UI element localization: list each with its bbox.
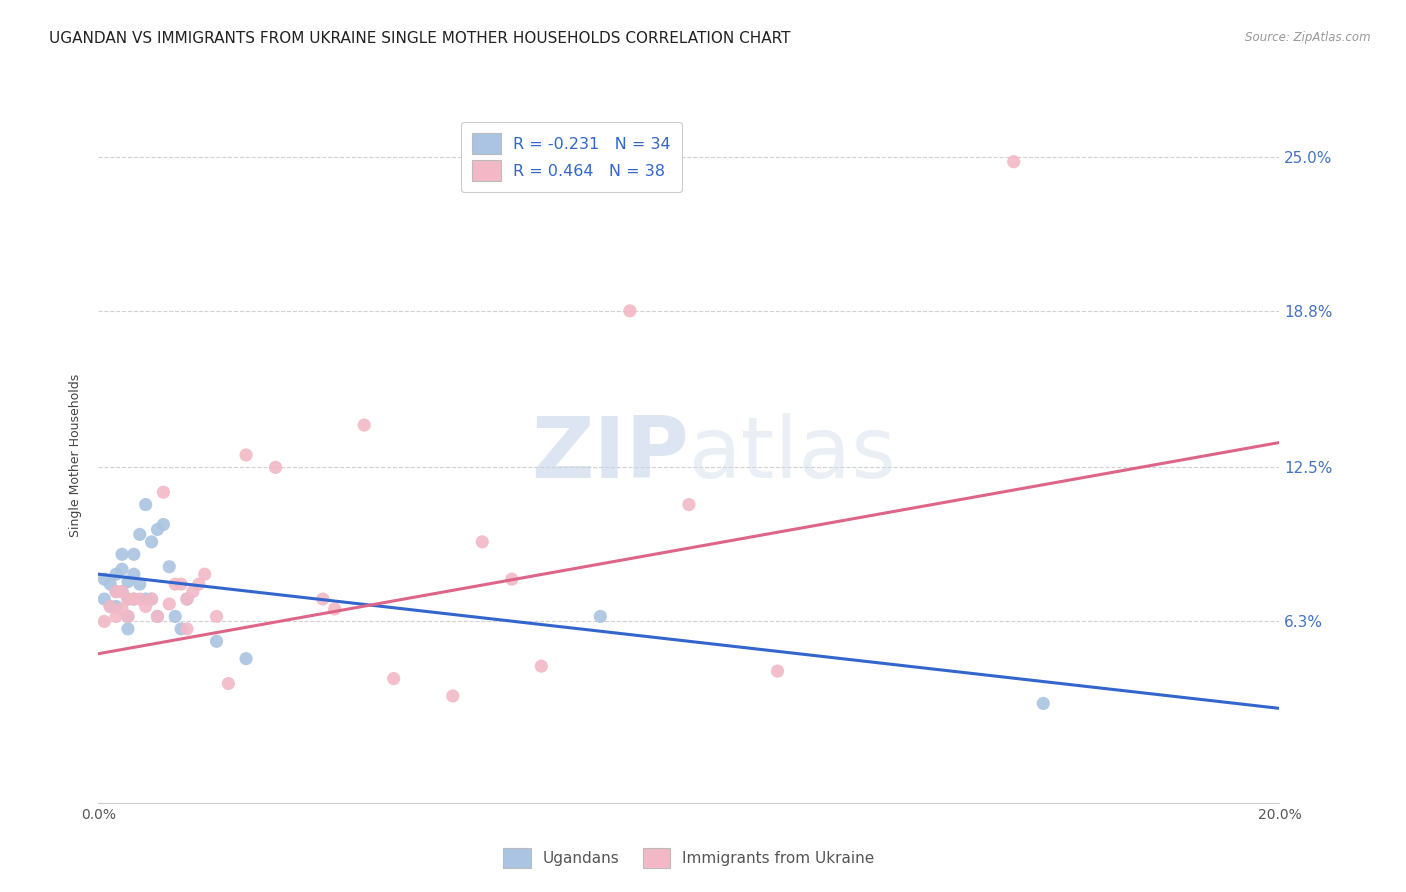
Point [152, 485, 174, 500]
Point [117, 622, 139, 636]
Point [105, 609, 128, 624]
Point [117, 609, 139, 624]
Point [165, 577, 187, 591]
Point [353, 418, 375, 433]
Point [105, 584, 128, 599]
Point [187, 577, 209, 591]
Point [441, 689, 464, 703]
Point [122, 592, 145, 607]
Point [141, 534, 163, 549]
Point [141, 592, 163, 607]
Point [135, 599, 157, 614]
Point [111, 547, 134, 561]
Point [98, 599, 121, 614]
Point [122, 567, 145, 582]
Text: atlas: atlas [689, 413, 897, 497]
Point [323, 602, 346, 616]
Point [312, 592, 335, 607]
Point [471, 534, 494, 549]
Point [205, 609, 228, 624]
Point [105, 599, 128, 614]
Point [111, 562, 134, 576]
Point [1032, 697, 1054, 711]
Point [170, 622, 193, 636]
Point [157, 559, 180, 574]
Point [122, 592, 145, 607]
Point [217, 676, 239, 690]
Point [152, 517, 174, 532]
Point [146, 523, 169, 537]
Point [93, 572, 115, 586]
Point [530, 659, 553, 673]
Point [766, 664, 789, 678]
Point [176, 592, 198, 607]
Point [135, 498, 157, 512]
Point [157, 597, 180, 611]
Point [146, 609, 169, 624]
Point [117, 609, 139, 624]
Point [105, 567, 128, 582]
Point [128, 592, 150, 607]
Point [678, 498, 700, 512]
Point [111, 602, 134, 616]
Point [235, 651, 257, 665]
Point [141, 592, 163, 607]
Point [146, 609, 169, 624]
Point [501, 572, 523, 586]
Point [117, 592, 139, 607]
Point [235, 448, 257, 462]
Point [117, 574, 139, 589]
Point [1002, 154, 1025, 169]
Point [122, 547, 145, 561]
Point [619, 303, 641, 318]
Point [135, 592, 157, 607]
Point [382, 672, 405, 686]
Y-axis label: Single Mother Households: Single Mother Households [69, 373, 83, 537]
Point [93, 615, 115, 629]
Point [176, 592, 198, 607]
Point [170, 577, 193, 591]
Point [111, 584, 134, 599]
Point [589, 609, 612, 624]
Text: UGANDAN VS IMMIGRANTS FROM UKRAINE SINGLE MOTHER HOUSEHOLDS CORRELATION CHART: UGANDAN VS IMMIGRANTS FROM UKRAINE SINGL… [49, 31, 790, 46]
Point [105, 584, 128, 599]
Point [205, 634, 228, 648]
Legend: Ugandans, Immigrants from Ukraine: Ugandans, Immigrants from Ukraine [492, 838, 886, 879]
Point [98, 599, 121, 614]
Text: Source: ZipAtlas.com: Source: ZipAtlas.com [1246, 31, 1371, 45]
Point [111, 584, 134, 599]
Point [264, 460, 287, 475]
Point [181, 584, 204, 599]
Point [128, 527, 150, 541]
Point [98, 577, 121, 591]
Point [128, 577, 150, 591]
Point [93, 592, 115, 607]
Point [117, 592, 139, 607]
Point [176, 622, 198, 636]
Point [194, 567, 217, 582]
Point [165, 609, 187, 624]
Text: ZIP: ZIP [531, 413, 689, 497]
